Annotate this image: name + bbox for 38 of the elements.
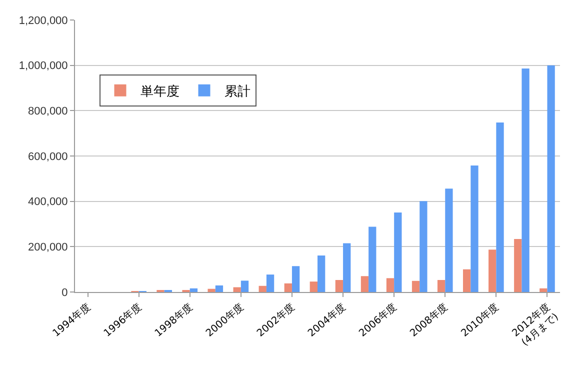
bar xyxy=(420,201,428,292)
bar xyxy=(233,287,241,292)
y-tick-label: 0 xyxy=(62,286,68,299)
bar xyxy=(368,226,376,292)
bar xyxy=(547,65,555,292)
bar xyxy=(514,238,522,292)
bar xyxy=(488,250,496,292)
bar xyxy=(335,280,344,292)
bar xyxy=(343,243,351,292)
legend-label: 累計 xyxy=(224,84,250,100)
bar xyxy=(310,282,318,292)
y-tick-label: 1,000,000 xyxy=(18,60,68,72)
bar xyxy=(445,188,453,292)
bar xyxy=(394,212,402,292)
bar xyxy=(240,280,249,292)
bar xyxy=(284,283,292,292)
bar xyxy=(215,285,224,292)
y-tick-label: 1,200,000 xyxy=(18,14,68,27)
y-tick-label: 400,000 xyxy=(28,196,68,208)
y-tick-label: 600,000 xyxy=(28,150,68,163)
bar xyxy=(318,256,326,292)
legend-label: 単年度 xyxy=(140,83,180,100)
bar xyxy=(470,166,478,292)
bar xyxy=(292,266,300,292)
bar xyxy=(386,278,394,292)
bar xyxy=(540,288,548,292)
bar xyxy=(496,122,504,292)
bar xyxy=(522,68,530,292)
bar xyxy=(463,269,471,292)
bar xyxy=(266,274,274,292)
bar xyxy=(208,288,216,292)
y-tick-label: 200,000 xyxy=(28,242,68,254)
bar xyxy=(437,280,446,292)
bar xyxy=(360,276,369,292)
y-tick-label: 800,000 xyxy=(28,106,68,118)
bar xyxy=(258,286,266,292)
bar xyxy=(412,280,420,292)
bar xyxy=(190,288,198,292)
